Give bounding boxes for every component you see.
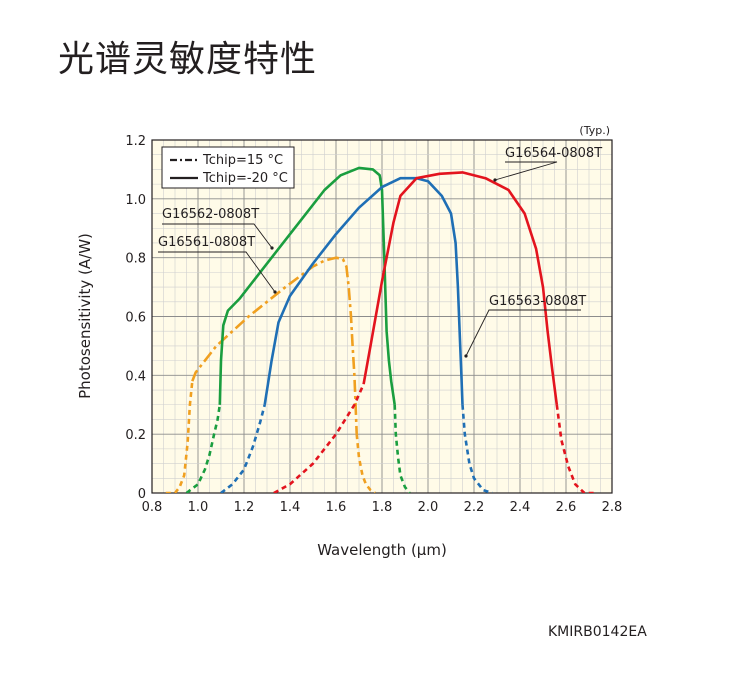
series-g16562-0808t bbox=[185, 166, 411, 493]
x-tick-label: 0.8 bbox=[142, 500, 163, 515]
callout-g16564-0808t: G16564-0808T bbox=[493, 146, 602, 182]
x-tick-labels: 0.8 1.0 1.2 1.4 1.6 1.8 2.0 2.2 2.4 2.6 2.8 bbox=[142, 500, 623, 515]
grid bbox=[152, 140, 612, 493]
page-title: 光谱灵敏度特性 bbox=[58, 39, 318, 80]
series-line-g16564-0808t-tail bbox=[555, 404, 594, 493]
callout-dot-g16564-0808t bbox=[493, 178, 497, 182]
x-tick-label: 2.2 bbox=[464, 500, 485, 515]
callout-g16563-0808t: G16563-0808T bbox=[464, 294, 586, 358]
callout-dot-g16561-0808t bbox=[273, 290, 277, 294]
callout-leader-g16562-0808t bbox=[162, 223, 273, 249]
legend-label-minus20c: Tchip=-20 °C bbox=[202, 171, 288, 186]
series-line-g16561-0808t-lead bbox=[165, 381, 194, 493]
callout-leader-g16564-0808t bbox=[494, 161, 558, 181]
legend-label-15c: Tchip=15 °C bbox=[202, 153, 283, 168]
series-g16563-0808t bbox=[220, 176, 493, 493]
x-tick-label: 1.4 bbox=[280, 500, 301, 515]
y-tick-label: 0 bbox=[138, 487, 146, 502]
x-tick-label: 1.8 bbox=[372, 500, 393, 515]
series-line-g16562-0808t-tail bbox=[393, 404, 411, 493]
callout-g16561-0808t: G16561-0808T bbox=[158, 235, 277, 294]
series-line-g16562-0808t-lead bbox=[185, 404, 222, 493]
legend: Tchip=15 °C Tchip=-20 °C bbox=[161, 146, 295, 189]
series-g16564-0808t bbox=[273, 171, 594, 493]
x-tick-label: 1.6 bbox=[326, 500, 347, 515]
x-tick-label: 2.8 bbox=[602, 500, 623, 515]
series-line-g16564-0808t-lead bbox=[273, 383, 365, 493]
callout-g16562-0808t: G16562-0808T bbox=[162, 207, 274, 250]
callout-dot-g16562-0808t bbox=[270, 246, 274, 250]
y-axis-title: Photosensitivity (A/W) bbox=[76, 233, 94, 399]
series-layer bbox=[165, 166, 594, 493]
x-tick-label: 1.2 bbox=[234, 500, 255, 515]
callout-label-g16561-0808t: G16561-0808T bbox=[158, 235, 255, 250]
callout-label-g16563-0808t: G16563-0808T bbox=[489, 294, 586, 309]
series-line-g16561-0808t-main bbox=[191, 256, 358, 435]
series-line-g16564-0808t-main bbox=[362, 171, 559, 405]
y-tick-label: 0.2 bbox=[125, 428, 146, 443]
series-g16561-0808t bbox=[165, 256, 376, 493]
callout-dot-g16563-0808t bbox=[464, 354, 468, 358]
typ-note: (Typ.) bbox=[579, 124, 610, 137]
callout-leader-g16563-0808t bbox=[465, 309, 581, 357]
figure-code: KMIRB0142EA bbox=[548, 624, 647, 640]
x-tick-label: 1.0 bbox=[188, 500, 209, 515]
x-tick-label: 2.4 bbox=[510, 500, 531, 515]
x-axis-title: Wavelength (µm) bbox=[317, 541, 447, 559]
y-tick-label: 0.6 bbox=[125, 311, 146, 326]
series-line-g16563-0808t-tail bbox=[461, 404, 493, 493]
callouts: G16564-0808T G16562-0808T G16561-0808T G165… bbox=[158, 146, 602, 358]
y-tick-label: 0.4 bbox=[125, 369, 146, 384]
series-line-g16561-0808t-tail bbox=[355, 434, 376, 493]
series-line-g16563-0808t-main bbox=[263, 176, 464, 406]
series-line-g16563-0808t-lead bbox=[220, 404, 266, 493]
x-tick-label: 2.6 bbox=[556, 500, 577, 515]
y-tick-label: 1.2 bbox=[125, 134, 146, 149]
plot-frame bbox=[151, 139, 613, 494]
callout-leader-g16561-0808t bbox=[158, 251, 276, 293]
series-line-g16562-0808t-main bbox=[218, 166, 396, 405]
y-tick-labels: 0 0.2 0.4 0.6 0.8 1.0 1.2 bbox=[125, 134, 146, 502]
y-tick-label: 1.0 bbox=[125, 193, 146, 208]
legend-box bbox=[161, 146, 295, 189]
callout-label-g16562-0808t: G16562-0808T bbox=[162, 207, 259, 222]
x-tick-label: 2.0 bbox=[418, 500, 439, 515]
callout-label-g16564-0808t: G16564-0808T bbox=[505, 146, 602, 161]
y-tick-label: 0.8 bbox=[125, 252, 146, 267]
